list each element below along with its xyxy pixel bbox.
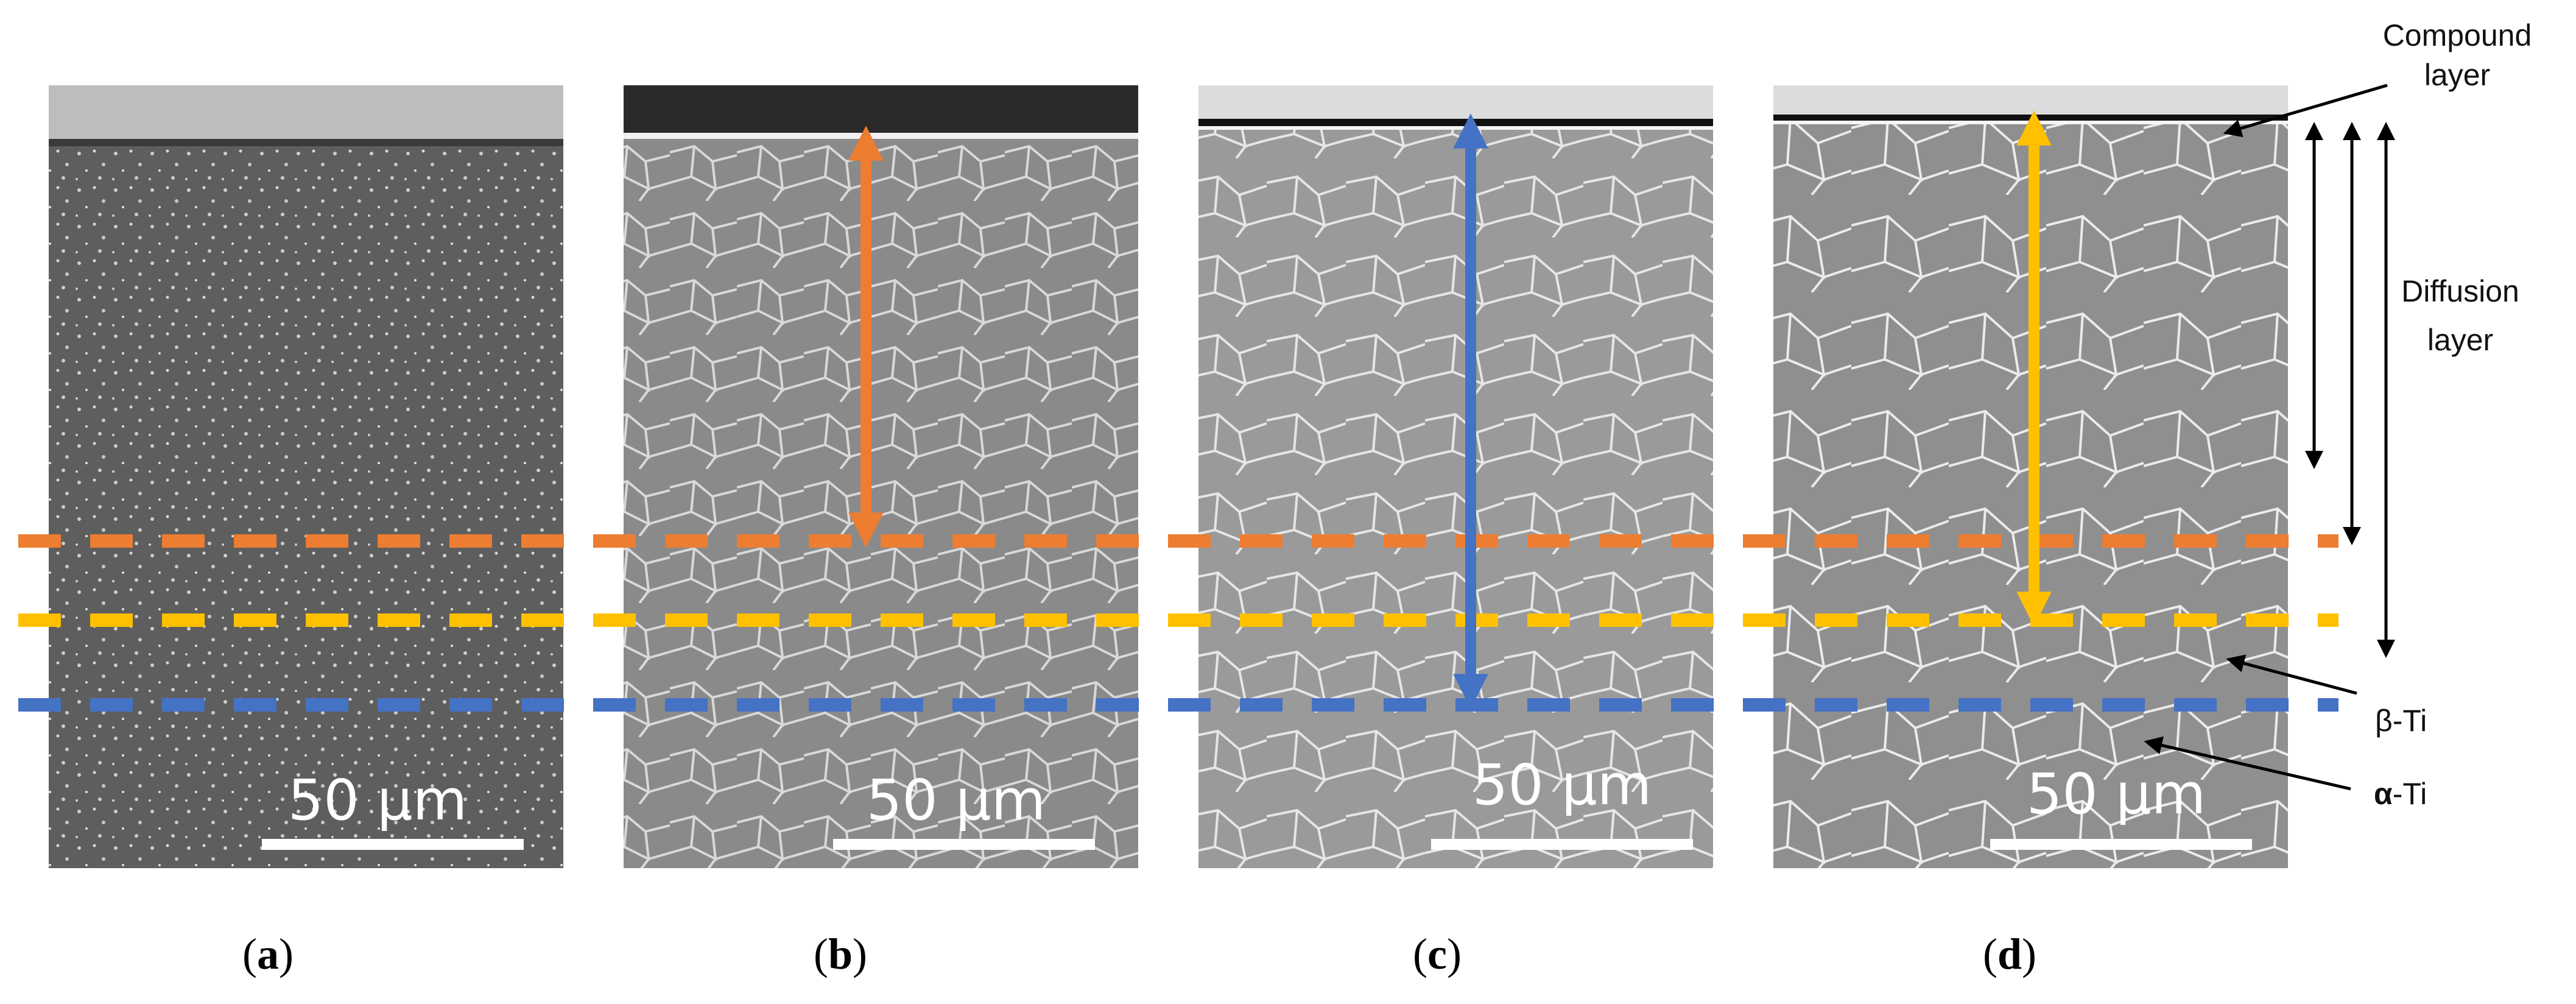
micrograph-a	[49, 85, 563, 868]
panel-a: 50 μm	[49, 85, 563, 868]
alpha-ti-label: α-Ti	[2374, 777, 2427, 811]
surface-band-d	[1773, 85, 2288, 119]
alpha-symbol: α	[2374, 777, 2393, 811]
micrograph-c	[1198, 85, 1713, 868]
scale-label-d: 50 μm	[2027, 762, 2206, 827]
scale-bar-a	[262, 839, 524, 850]
beta-ti-label: β-Ti	[2375, 704, 2427, 738]
compound-layer-label-1: Compound	[2383, 18, 2532, 52]
scale-bar-b	[833, 839, 1095, 850]
panel-label-c: (c)	[1413, 930, 1462, 978]
scale-bar-d	[1990, 839, 2252, 850]
panel-label-d: (d)	[1983, 930, 2036, 978]
panel-label-a: (a)	[242, 930, 294, 978]
scale-label-b: 50 μm	[867, 768, 1046, 833]
compound-layer-label-2: layer	[2424, 58, 2490, 92]
surface-band-b	[624, 85, 1138, 137]
panel-b: 50 μm	[624, 85, 1138, 868]
alpha-pointer-arrow	[2144, 736, 2351, 791]
micrograph-b	[624, 85, 1138, 868]
diffusion-layer-label-1: Diffusion	[2401, 274, 2519, 308]
beta-pointer-arrow	[2226, 654, 2357, 695]
alpha-suffix: -Ti	[2393, 777, 2427, 811]
compound-pointer-arrow	[2223, 83, 2388, 138]
diffusion-layer-label-2: layer	[2427, 323, 2493, 357]
panel-c: 50 μm	[1198, 85, 1713, 868]
surface-band-c	[1198, 85, 1713, 122]
panel-label-b: (b)	[814, 930, 867, 978]
surface-band-a	[49, 85, 563, 143]
scale-label-a: 50 μm	[288, 768, 467, 833]
scale-label-c: 50 μm	[1473, 752, 1652, 818]
scale-bar-c	[1431, 839, 1693, 850]
